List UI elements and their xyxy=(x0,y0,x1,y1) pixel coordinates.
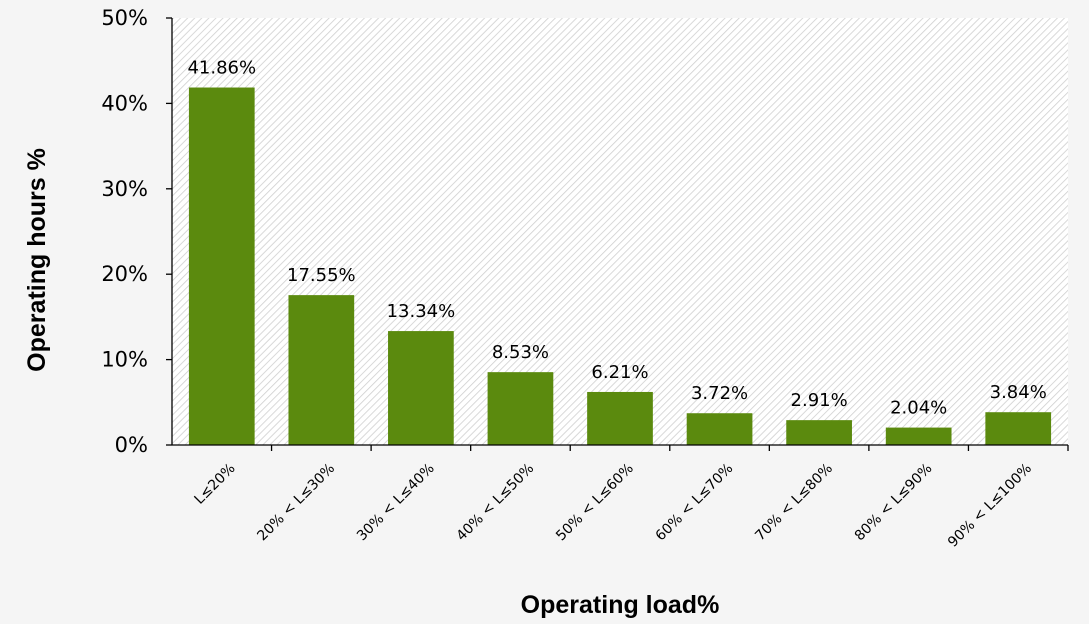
bar xyxy=(686,413,753,445)
bar-value-label: 13.34% xyxy=(387,301,456,322)
y-tick-label: 0% xyxy=(115,433,148,457)
bar xyxy=(288,295,355,445)
x-axis: L≤20% 20% < L≤30% 30% < L≤40% 40% < L≤50% 50… xyxy=(172,444,1069,551)
x-tick-label: L≤20% xyxy=(191,461,238,508)
bar-value-label: 6.21% xyxy=(591,362,648,383)
y-axis: 0% 10% 20% 30% 40% 50% xyxy=(101,6,173,457)
bar xyxy=(487,372,554,445)
y-tick-label: 40% xyxy=(101,91,148,115)
y-tick-label: 50% xyxy=(101,6,148,30)
bar-value-label: 2.91% xyxy=(791,390,848,411)
data-labels-group: 41.86% 17.55% 13.34% 8.53% 6.21% 3.72% 2.91% 2.… xyxy=(187,58,1046,419)
bar-value-label: 17.55% xyxy=(287,265,356,286)
x-tick-label: 50% < L≤60% xyxy=(553,461,637,545)
y-tick-label: 30% xyxy=(101,177,148,201)
bar xyxy=(188,87,255,446)
x-tick-label: 60% < L≤70% xyxy=(653,461,737,545)
bar xyxy=(388,331,454,445)
x-tick-label: 40% < L≤50% xyxy=(454,461,538,545)
y-tick-label: 10% xyxy=(101,348,148,372)
x-tick-label: 20% < L≤30% xyxy=(254,461,338,545)
x-tick-label: 70% < L≤80% xyxy=(752,461,836,545)
x-axis-title: Operating load% xyxy=(521,591,720,619)
bar xyxy=(786,420,852,445)
x-tick-label: 80% < L≤90% xyxy=(852,461,936,545)
bar-value-label: 3.84% xyxy=(990,382,1047,403)
bar xyxy=(587,391,653,445)
x-tick-label: 90% < L≤100% xyxy=(945,461,1035,551)
y-tick-label: 20% xyxy=(101,262,148,286)
bars-group xyxy=(188,87,1052,446)
y-axis-title: Operating hours % xyxy=(23,148,51,372)
bar-value-label: 2.04% xyxy=(890,398,947,419)
bar-value-label: 3.72% xyxy=(691,383,748,404)
x-tick-label: 30% < L≤40% xyxy=(354,461,438,545)
bar-value-label: 41.86% xyxy=(187,58,256,79)
bar xyxy=(885,427,952,445)
bar xyxy=(985,412,1052,445)
bar-value-label: 8.53% xyxy=(492,342,549,363)
